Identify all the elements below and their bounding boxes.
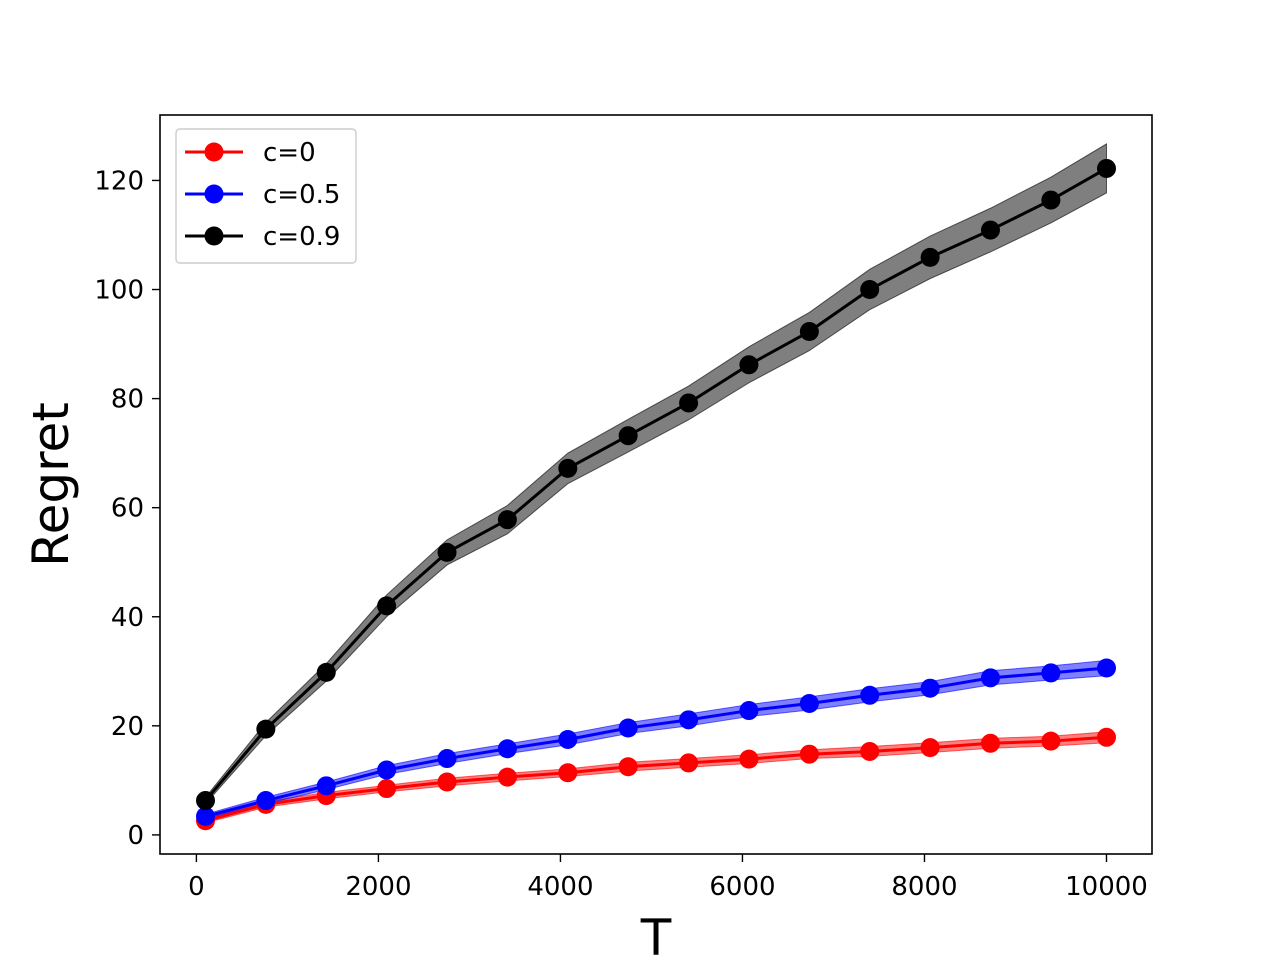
- y-tick-label-6: 120: [94, 166, 144, 196]
- x-axis: 0 2000 4000 6000 8000 10000: [188, 854, 1148, 902]
- point-series-2-15: [1097, 158, 1116, 178]
- x-axis-label: T: [640, 909, 672, 960]
- x-tick-label-4: 8000: [891, 872, 957, 902]
- point-series-2-12: [920, 247, 940, 267]
- legend-label-1: c=0.5: [263, 180, 340, 210]
- series-markers: [196, 158, 1116, 831]
- point-series-2-9: [739, 355, 759, 375]
- point-series-2-10: [799, 322, 819, 342]
- point-series-1-13: [980, 668, 1000, 688]
- point-series-2-7: [618, 426, 638, 446]
- y-axis: 0 20 40 60 80 100 120: [94, 166, 160, 851]
- series-lines: [204, 167, 1108, 823]
- point-series-1-9: [739, 701, 759, 721]
- point-series-1-15: [1097, 658, 1116, 678]
- point-series-2-5: [497, 510, 517, 530]
- point-series-2-8: [679, 393, 699, 413]
- point-series-2-1: [256, 719, 276, 739]
- point-series-1-1: [256, 791, 276, 811]
- point-series-1-3: [377, 760, 397, 780]
- point-series-0-8: [679, 753, 699, 773]
- point-series-2-13: [980, 220, 1000, 240]
- point-series-1-4: [437, 749, 457, 769]
- point-series-1-8: [679, 710, 699, 730]
- point-series-2-4: [437, 542, 457, 562]
- y-tick-label-4: 80: [111, 385, 144, 415]
- point-series-0-7: [618, 757, 638, 777]
- point-series-1-7: [618, 718, 638, 738]
- point-series-2-6: [558, 458, 578, 478]
- y-tick-label-2: 40: [111, 603, 144, 633]
- line-series-2: [204, 167, 1108, 802]
- point-series-0-3: [377, 779, 397, 799]
- point-series-1-12: [920, 678, 940, 698]
- point-series-1-0: [196, 806, 215, 826]
- point-series-0-5: [497, 767, 517, 787]
- y-tick-label-1: 20: [111, 712, 144, 742]
- y-tick-label-5: 100: [94, 276, 144, 306]
- legend-marker-0: [204, 142, 224, 162]
- line-series-0: [205, 735, 1107, 823]
- legend-label-2: c=0.9: [263, 222, 340, 252]
- band-series-2: [205, 143, 1107, 806]
- point-series-0-15: [1097, 727, 1116, 747]
- x-tick-label-2: 4000: [527, 872, 593, 902]
- y-tick-label-3: 60: [111, 494, 144, 524]
- legend-marker-2: [204, 226, 224, 246]
- point-series-0-4: [437, 772, 457, 792]
- point-series-1-14: [1041, 663, 1061, 683]
- y-tick-label-0: 0: [127, 821, 144, 851]
- x-tick-label-0: 0: [188, 872, 205, 902]
- point-series-2-14: [1041, 190, 1061, 210]
- point-series-1-5: [497, 739, 517, 759]
- point-series-2-0: [196, 791, 215, 811]
- x-tick-label-3: 6000: [709, 872, 775, 902]
- x-tick-label-5: 10000: [1065, 872, 1148, 902]
- point-series-2-3: [377, 596, 397, 616]
- point-series-2-2: [316, 662, 336, 682]
- point-series-1-6: [558, 729, 578, 749]
- point-series-0-11: [860, 741, 880, 761]
- point-series-1-10: [799, 693, 819, 713]
- point-series-0-6: [558, 763, 578, 783]
- point-series-0-13: [980, 733, 1000, 753]
- point-series-1-2: [316, 776, 336, 796]
- point-series-0-12: [920, 738, 940, 758]
- legend-marker-1: [204, 184, 224, 204]
- point-series-2-11: [860, 280, 880, 300]
- y-axis-label: Regret: [22, 402, 80, 567]
- x-tick-label-1: 2000: [345, 872, 411, 902]
- point-series-0-10: [799, 744, 819, 764]
- line-series-1: [205, 666, 1107, 818]
- legend: c=0 c=0.5 c=0.9: [175, 128, 357, 264]
- plot-frame: [159, 114, 1153, 855]
- point-series-0-14: [1041, 731, 1061, 751]
- legend-box: [175, 128, 357, 264]
- legend-label-0: c=0: [263, 138, 316, 168]
- point-series-1-11: [860, 685, 880, 705]
- point-series-0-9: [739, 749, 759, 769]
